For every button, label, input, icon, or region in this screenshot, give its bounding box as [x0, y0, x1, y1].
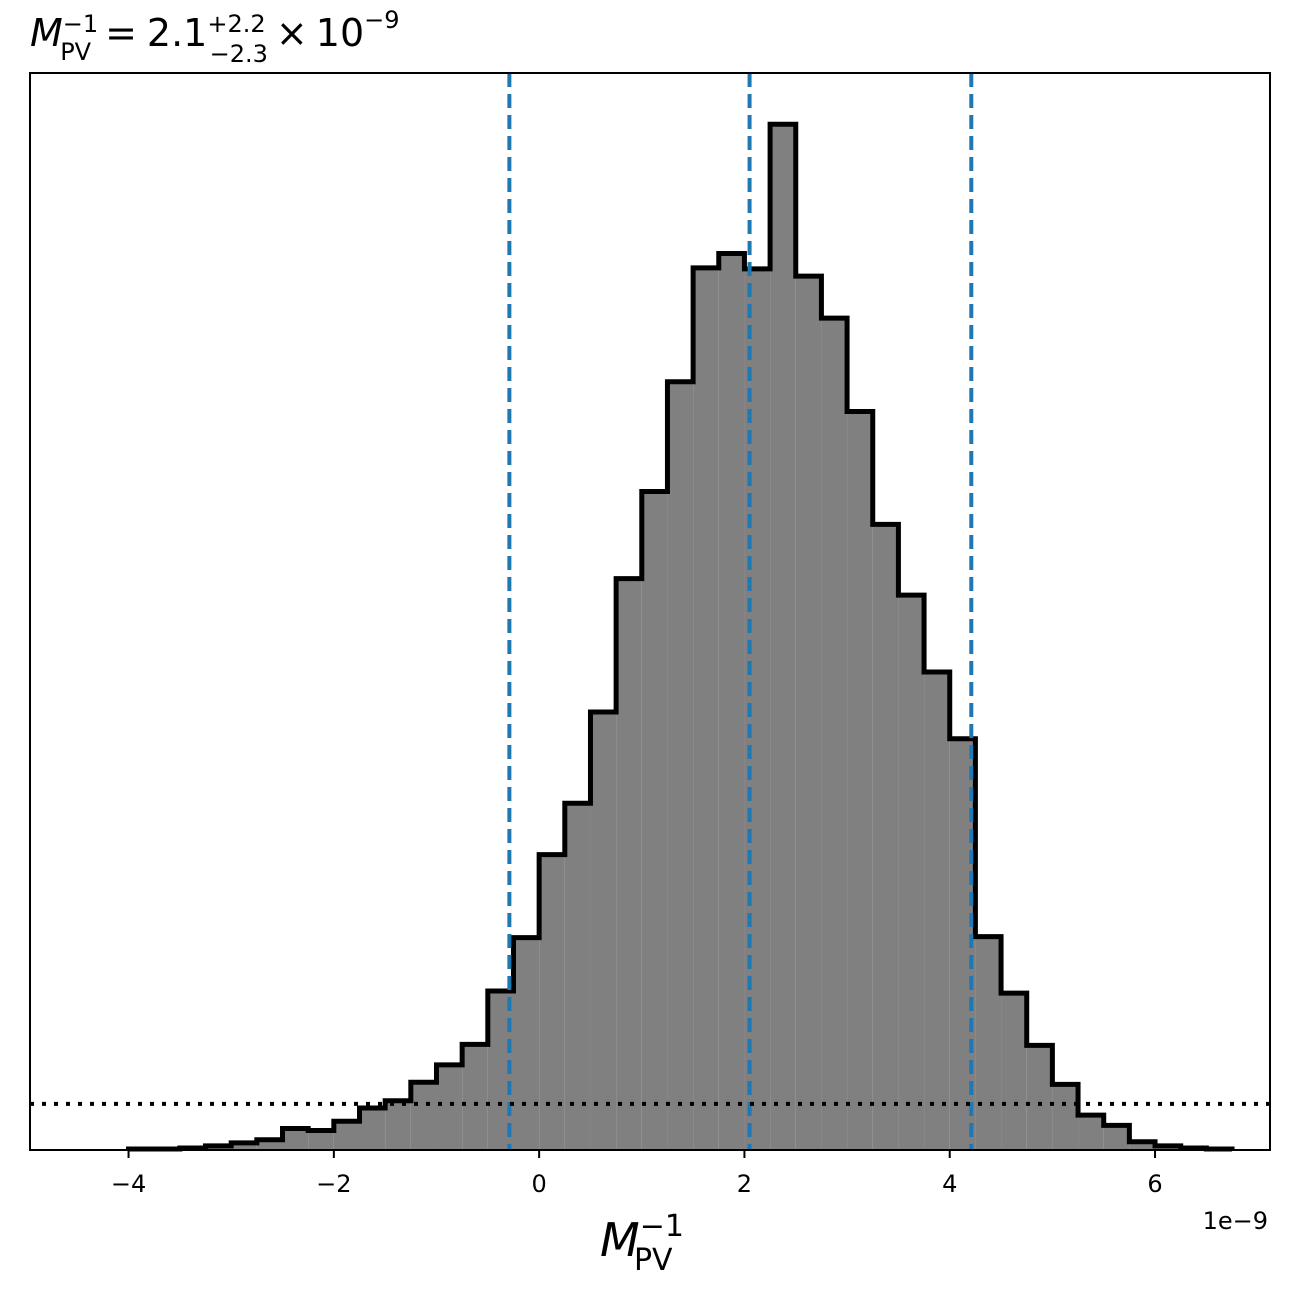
histogram-bar: [1052, 1084, 1079, 1150]
histogram-bar: [256, 1139, 283, 1150]
histogram-bar: [1026, 1045, 1053, 1150]
x-tick-label: −4: [111, 1170, 146, 1198]
title-upper-error: +2.2: [207, 10, 265, 38]
histogram-bar: [308, 1130, 334, 1150]
histogram-bar: [333, 1121, 360, 1150]
chart-title: M−1 PV = 2.1+2.2 −2.3 × 10−9: [30, 6, 400, 68]
histogram-bar: [359, 1107, 386, 1150]
x-tick-label: 4: [942, 1170, 957, 1198]
histogram-bar: [641, 491, 668, 1150]
title-superscript: −1: [63, 10, 98, 38]
histogram-bar: [975, 936, 1002, 1150]
histogram-bar: [539, 854, 565, 1150]
xlabel-superscript: −1: [640, 1209, 684, 1244]
title-symbol: M: [30, 11, 63, 55]
histogram-bar: [1078, 1115, 1104, 1150]
title-scale-exponent: −9: [364, 6, 399, 34]
plot-area: [30, 73, 1270, 1152]
x-tick-label: 0: [531, 1170, 546, 1198]
title-scale-base: 10: [316, 11, 364, 55]
x-offset-label: 1e−9: [1203, 1207, 1268, 1235]
xlabel-subscript: PV: [634, 1243, 673, 1278]
histogram-bar: [436, 1064, 463, 1150]
histogram-bar: [898, 595, 925, 1150]
histogram-bar: [795, 276, 822, 1150]
histogram-bar: [385, 1100, 411, 1150]
histogram-bar: [693, 267, 719, 1150]
xlabel-symbol: M: [600, 1213, 640, 1267]
title-lower-error: −2.3: [210, 40, 268, 68]
histogram-bar: [590, 712, 617, 1150]
histogram-bar: [770, 124, 796, 1150]
histogram-bar: [616, 578, 642, 1150]
title-subscript: PV: [60, 38, 91, 66]
title-times: ×: [276, 11, 308, 55]
x-tick-label: 2: [737, 1170, 752, 1198]
histogram-bar: [231, 1142, 257, 1150]
histogram-outline: [126, 121, 1235, 1152]
histogram-bar: [1001, 993, 1027, 1150]
histogram-bar: [282, 1128, 309, 1150]
histogram-bar: [564, 803, 591, 1150]
histogram-bar: [513, 937, 540, 1150]
histogram-bar: [821, 318, 848, 1150]
histogram-bar: [847, 411, 873, 1150]
histogram-bar: [872, 524, 899, 1150]
title-value: 2.1: [147, 11, 207, 55]
histogram-bar: [410, 1082, 437, 1150]
histogram-bar: [1103, 1125, 1130, 1150]
histogram-bar: [1129, 1141, 1156, 1150]
title-equals: =: [105, 11, 137, 55]
axes-frame: [29, 72, 1271, 1151]
histogram-bar: [462, 1044, 488, 1150]
histogram-bar: [667, 381, 694, 1150]
x-axis-label: M−1 PV: [600, 1209, 684, 1278]
x-tick-label: −2: [316, 1170, 351, 1198]
x-tick-label: 6: [1147, 1170, 1162, 1198]
histogram-bar: [924, 672, 950, 1150]
x-axis: −4 −2 0 2 4 6: [111, 1150, 1163, 1198]
histogram-bar: [718, 253, 745, 1151]
